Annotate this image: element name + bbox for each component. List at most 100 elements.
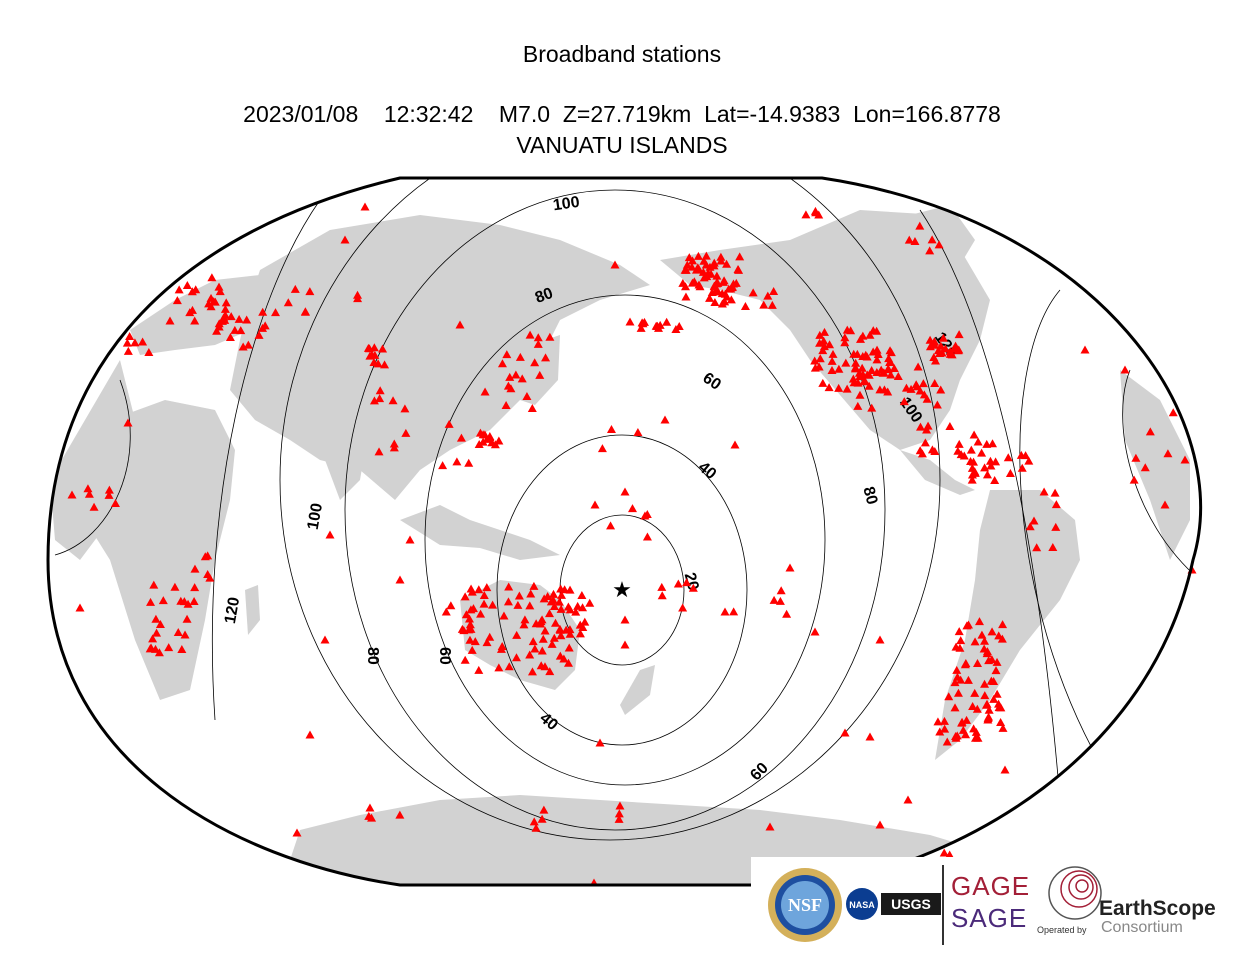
station-marker <box>970 637 980 646</box>
station-marker <box>678 278 688 287</box>
station-marker <box>540 662 550 671</box>
station-marker <box>464 614 474 623</box>
station-marker <box>819 327 829 336</box>
station-marker <box>238 342 248 351</box>
station-marker <box>606 425 616 434</box>
contour-100 <box>279 178 941 841</box>
station-marker <box>925 246 935 255</box>
station-marker <box>214 282 224 291</box>
station-marker <box>782 609 792 618</box>
station-marker <box>680 265 690 274</box>
station-marker <box>138 337 148 346</box>
station-marker <box>939 716 949 725</box>
station-marker <box>182 281 192 290</box>
station-marker <box>970 688 980 697</box>
operated-by-label: Operated by <box>1037 925 1087 935</box>
station-marker <box>867 403 877 412</box>
station-marker <box>530 644 540 653</box>
station-marker <box>395 575 405 584</box>
station-marker <box>734 265 744 274</box>
station-marker <box>954 345 964 354</box>
station-marker <box>482 638 492 647</box>
station-marker <box>187 305 197 314</box>
station-marker <box>748 288 758 297</box>
station-marker <box>373 359 383 368</box>
station-marker <box>283 298 293 307</box>
station-marker <box>501 401 511 410</box>
station-marker <box>459 626 469 635</box>
distance-contours <box>54 178 1201 841</box>
station-marker <box>149 580 159 589</box>
station-marker <box>865 732 875 741</box>
station-marker <box>549 589 559 598</box>
station-marker <box>620 615 630 624</box>
station-marker <box>514 591 524 600</box>
station-marker <box>1080 345 1090 354</box>
station-marker <box>441 607 451 616</box>
station-marker <box>980 691 990 700</box>
station-marker <box>254 330 264 339</box>
station-marker <box>470 637 480 646</box>
station-marker <box>606 521 616 530</box>
station-marker <box>980 679 990 688</box>
station-marker <box>853 401 863 410</box>
land-south-america <box>935 490 1080 760</box>
station-marker <box>529 581 539 590</box>
nasa-logo: NASA <box>846 888 878 920</box>
station-marker <box>513 600 523 609</box>
logo-divider <box>942 865 944 945</box>
station-marker <box>243 340 253 349</box>
station-marker <box>367 350 377 359</box>
station-marker <box>539 805 549 814</box>
station-marker <box>300 307 310 316</box>
station-marker <box>189 596 199 605</box>
station-marker <box>922 394 932 403</box>
station-marker <box>681 292 691 301</box>
station-marker <box>819 342 829 351</box>
station-marker <box>549 633 559 642</box>
station-marker <box>776 586 786 595</box>
station-marker <box>158 596 168 605</box>
station-marker <box>855 372 865 381</box>
station-marker <box>972 704 982 713</box>
station-marker <box>546 597 556 606</box>
station-marker <box>565 585 575 594</box>
station-marker <box>858 351 868 360</box>
station-marker <box>719 276 729 285</box>
station-marker <box>893 372 903 381</box>
station-marker <box>992 657 1002 666</box>
station-marker <box>906 384 916 393</box>
station-marker <box>824 383 834 392</box>
contour-140-left <box>54 379 131 556</box>
station-marker <box>476 609 486 618</box>
station-marker <box>496 644 506 653</box>
station-marker <box>709 261 719 270</box>
gage-logo: GAGE <box>951 871 1031 901</box>
station-marker <box>204 299 214 308</box>
station-marker <box>853 378 863 387</box>
station-marker <box>662 317 672 326</box>
station-marker <box>840 338 850 347</box>
station-marker <box>340 235 350 244</box>
station-marker <box>695 282 705 291</box>
station-marker <box>512 630 522 639</box>
station-marker <box>380 360 390 369</box>
station-marker <box>987 627 997 636</box>
station-marker <box>810 627 820 636</box>
station-marker <box>325 530 335 539</box>
station-marker <box>673 579 683 588</box>
station-marker <box>292 828 302 837</box>
station-marker <box>1050 488 1060 497</box>
station-marker <box>872 326 882 335</box>
station-marker <box>970 467 980 476</box>
station-marker <box>452 457 462 466</box>
station-marker <box>864 381 874 390</box>
station-marker <box>811 208 821 217</box>
earthscope-icon <box>1048 866 1102 920</box>
station-marker <box>104 490 114 499</box>
station-marker <box>144 348 154 357</box>
station-marker <box>234 314 244 323</box>
contour-120-left <box>211 199 321 721</box>
station-marker <box>998 620 1008 629</box>
station-marker <box>720 297 730 306</box>
